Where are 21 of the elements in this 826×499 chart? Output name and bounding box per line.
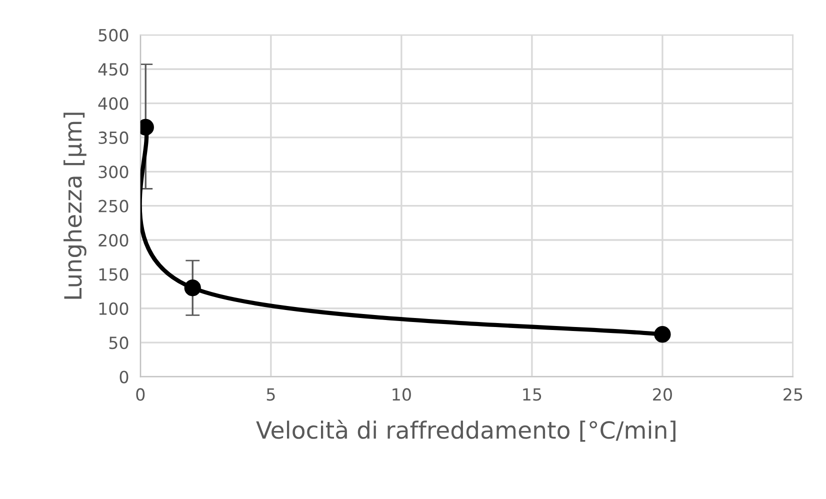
- y-tick-label: 100: [99, 302, 128, 315]
- y-tick-label: 300: [98, 166, 128, 178]
- y-tick-label: 400: [98, 97, 128, 110]
- x-tick-label: 20: [653, 388, 672, 401]
- x-axis-title: Velocità di raffreddamento [°C/min]: [256, 420, 676, 442]
- x-tick-label: 15: [523, 388, 542, 401]
- y-tick-label: 250: [98, 200, 128, 212]
- y-tick-label: 50: [109, 336, 128, 350]
- x-tick-label: 0: [136, 388, 145, 401]
- point: [654, 326, 671, 343]
- y-tick-label: 0: [120, 370, 128, 384]
- y-tick-label: 350: [98, 131, 128, 144]
- x-tick-label: 5: [266, 388, 275, 401]
- y-axis-title: Lunghezza [µm]: [64, 112, 86, 299]
- x-tick-label: 10: [392, 388, 411, 401]
- point: [184, 280, 201, 296]
- y-tick-label: 150: [99, 268, 128, 281]
- x-tick-label: 25: [784, 388, 802, 401]
- y-tick-label: 500: [98, 28, 128, 42]
- y-tick-label: 450: [98, 63, 128, 76]
- y-tick-label: 200: [98, 234, 128, 247]
